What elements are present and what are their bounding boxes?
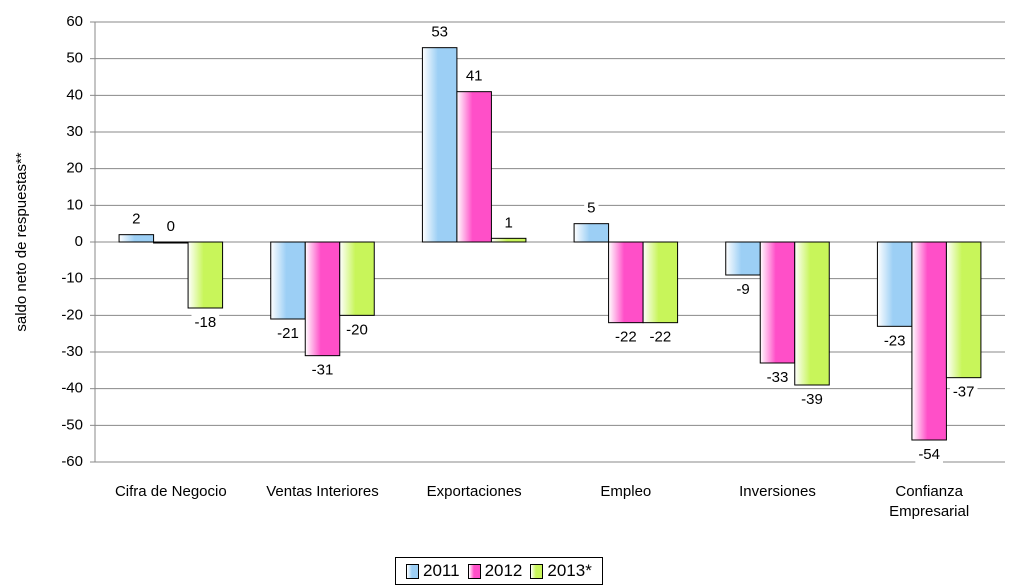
data-label: -37 <box>953 384 975 401</box>
label-bg <box>428 22 452 42</box>
label-bg <box>949 382 978 402</box>
data-label: -54 <box>918 446 940 463</box>
x-tick-label: Exportaciones <box>426 483 522 500</box>
legend-label: 2012 <box>484 561 523 580</box>
legend-swatch <box>530 563 544 579</box>
bar <box>945 241 982 379</box>
label-bg <box>611 327 640 347</box>
bar <box>270 241 306 320</box>
bar <box>608 241 644 324</box>
y-tick-label: 20 <box>66 160 83 177</box>
bar <box>490 237 527 243</box>
data-label: 5 <box>587 200 595 217</box>
y-tick-label: 30 <box>66 123 83 140</box>
bar <box>118 234 155 243</box>
label-bg <box>163 216 179 236</box>
data-label: -22 <box>649 329 671 346</box>
y-tick-label: 50 <box>66 50 83 67</box>
bar <box>911 241 947 441</box>
bar <box>456 91 492 243</box>
legend-label: 2011 <box>423 561 460 580</box>
bar <box>759 241 796 364</box>
data-label: -18 <box>194 314 216 331</box>
label-bg <box>191 312 220 332</box>
data-label: 2 <box>132 211 140 228</box>
x-tick-label: Confianza Empresarial <box>889 483 970 520</box>
bar <box>573 223 610 243</box>
legend-item: 2012 <box>467 561 523 581</box>
bar <box>794 241 830 386</box>
label-bg <box>343 320 371 340</box>
legend-swatch <box>406 563 419 579</box>
y-axis-label: saldo neto de respuestas** <box>13 152 30 331</box>
x-tick-label: Inversiones <box>739 483 816 500</box>
data-label: -21 <box>277 325 299 342</box>
y-tick-label: -20 <box>61 306 83 323</box>
label-bg <box>584 198 599 218</box>
bar <box>642 241 679 324</box>
label-bg <box>462 66 486 86</box>
bar <box>339 241 375 316</box>
legend-label: 2013* <box>547 561 592 580</box>
y-tick-label: 40 <box>66 86 83 103</box>
label-bg <box>646 327 675 347</box>
y-tick-label: 60 <box>66 13 83 30</box>
label-bg <box>763 367 792 387</box>
legend-item: 2011 <box>406 561 460 581</box>
label-bg <box>733 279 753 299</box>
x-tick-label: Empleo <box>600 483 652 500</box>
y-tick-label: -30 <box>61 343 83 360</box>
bar <box>876 241 913 327</box>
label-bg <box>798 389 826 409</box>
y-tick-label: -40 <box>61 380 83 397</box>
data-label: -22 <box>615 329 637 346</box>
y-tick-label: -10 <box>61 270 83 287</box>
x-tick-label: Cifra de Negocio <box>114 483 227 500</box>
label-bg <box>308 360 337 380</box>
label-bg <box>880 331 909 351</box>
data-label: -39 <box>801 391 823 408</box>
legend-swatch <box>467 563 481 579</box>
label-bg <box>129 209 144 229</box>
legend: 2011 2012 2013* <box>395 557 603 585</box>
y-tick-label: 0 <box>75 233 83 250</box>
data-label: 1 <box>504 214 512 231</box>
data-label: -20 <box>346 321 368 338</box>
bar <box>153 241 189 244</box>
data-label: 53 <box>431 24 448 41</box>
y-tick-label: 10 <box>66 196 83 213</box>
data-label: -23 <box>884 332 906 349</box>
x-tick-label: Ventas Interiores <box>266 483 379 500</box>
y-tick-label: -50 <box>61 416 83 433</box>
y-tick-label: -60 <box>61 453 83 470</box>
data-label: -9 <box>736 281 749 298</box>
bar <box>725 241 761 276</box>
data-label: 41 <box>466 68 483 85</box>
label-bg <box>274 323 302 343</box>
data-label: 0 <box>167 218 175 235</box>
label-bg <box>915 444 944 464</box>
bar <box>421 47 458 243</box>
data-label: -33 <box>767 369 789 386</box>
label-bg <box>501 213 516 233</box>
bar <box>304 241 341 357</box>
legend-item: 2013* <box>530 561 592 581</box>
data-label: -31 <box>312 362 334 379</box>
bar <box>187 241 224 309</box>
